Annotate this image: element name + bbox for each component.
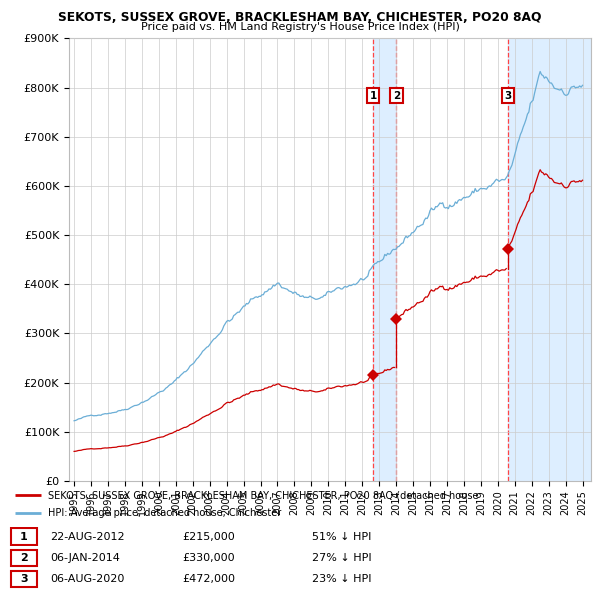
Text: 2: 2 <box>393 91 400 101</box>
FancyBboxPatch shape <box>11 550 37 566</box>
Text: 27% ↓ HPI: 27% ↓ HPI <box>312 553 371 563</box>
Text: 06-JAN-2014: 06-JAN-2014 <box>50 553 120 563</box>
Text: £330,000: £330,000 <box>182 553 235 563</box>
Text: 2: 2 <box>20 553 28 563</box>
Text: 23% ↓ HPI: 23% ↓ HPI <box>312 574 371 584</box>
Text: £215,000: £215,000 <box>182 532 235 542</box>
Text: SEKOTS, SUSSEX GROVE, BRACKLESHAM BAY, CHICHESTER, PO20 8AQ: SEKOTS, SUSSEX GROVE, BRACKLESHAM BAY, C… <box>58 11 542 24</box>
Text: 1: 1 <box>370 91 377 101</box>
Bar <box>508 38 599 481</box>
FancyBboxPatch shape <box>11 571 37 587</box>
Text: 22-AUG-2012: 22-AUG-2012 <box>50 532 125 542</box>
Text: £472,000: £472,000 <box>182 574 235 584</box>
Text: SEKOTS, SUSSEX GROVE, BRACKLESHAM BAY, CHICHESTER, PO20 8AQ (detached house: SEKOTS, SUSSEX GROVE, BRACKLESHAM BAY, C… <box>49 490 479 500</box>
Text: 06-AUG-2020: 06-AUG-2020 <box>50 574 124 584</box>
Text: 51% ↓ HPI: 51% ↓ HPI <box>312 532 371 542</box>
Bar <box>373 38 397 481</box>
Text: Price paid vs. HM Land Registry's House Price Index (HPI): Price paid vs. HM Land Registry's House … <box>140 22 460 32</box>
Text: 1: 1 <box>20 532 28 542</box>
Text: 3: 3 <box>20 574 28 584</box>
FancyBboxPatch shape <box>11 529 37 545</box>
Text: HPI: Average price, detached house, Chichester: HPI: Average price, detached house, Chic… <box>49 508 281 518</box>
Text: 3: 3 <box>504 91 511 101</box>
